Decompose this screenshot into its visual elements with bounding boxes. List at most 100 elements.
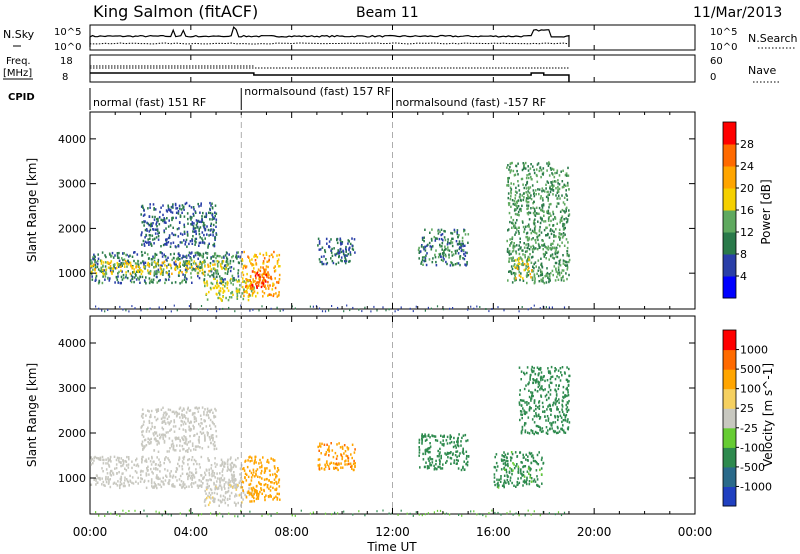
echo-cell [219, 255, 221, 258]
echo-cell [125, 464, 128, 467]
echo-cell [206, 252, 209, 255]
echo-cell [110, 469, 112, 473]
echo-cell [264, 498, 266, 502]
echo-cell [159, 266, 162, 269]
echo-cell [325, 451, 328, 454]
echo-cell [229, 480, 232, 483]
echo-cell [565, 184, 567, 187]
echo-cell [561, 269, 564, 272]
echo-cell [442, 435, 444, 438]
echo-cell [233, 474, 235, 477]
echo-cell [422, 263, 424, 266]
echo-cell [102, 480, 105, 484]
echo-cell [112, 256, 115, 259]
echo-cell [510, 205, 512, 208]
echo-cell [255, 272, 258, 275]
echo-cell [195, 232, 197, 236]
echo-cell [220, 487, 223, 490]
echo-cell [109, 277, 111, 280]
echo-cell [531, 248, 534, 251]
echo-cell [223, 483, 226, 486]
echo-cell [551, 188, 553, 191]
echo-cell [230, 465, 232, 468]
echo-cell [184, 415, 186, 418]
echo-cell [415, 305, 417, 308]
echo-cell [233, 476, 235, 479]
echo-cell [144, 228, 147, 232]
echo-cell [337, 512, 339, 515]
echo-cell [92, 256, 94, 259]
echo-cell [530, 256, 533, 259]
echo-cell [523, 263, 526, 266]
echo-cell [206, 496, 208, 500]
echo-cell [97, 253, 99, 256]
echo-cell [122, 484, 125, 488]
echo-cell [531, 391, 534, 394]
echo-cell [518, 214, 520, 217]
echo-cell [256, 271, 259, 275]
echo-cell [342, 249, 344, 252]
echo-cell [226, 264, 229, 267]
echo-cell [554, 180, 556, 183]
echo-cell [336, 466, 338, 470]
echo-cell [263, 257, 266, 260]
echo-cell [141, 457, 143, 461]
echo-cell [317, 237, 320, 240]
echo-cell [429, 462, 431, 465]
echo-cell [453, 461, 455, 465]
echo-cell [122, 462, 125, 465]
echo-cell [452, 253, 455, 256]
echo-cell [244, 460, 246, 463]
echo-cell [208, 290, 210, 294]
echo-cell [428, 459, 430, 462]
echo-cell [219, 494, 222, 497]
echo-cell [548, 384, 550, 387]
echo-cell [266, 260, 268, 263]
echo-cell [321, 246, 324, 249]
echo-cell [136, 262, 138, 265]
echo-cell [179, 406, 182, 409]
echo-cell [182, 457, 185, 461]
echo-cell [556, 275, 558, 279]
echo-cell [272, 284, 274, 288]
echo-cell [198, 422, 200, 426]
echo-cell [131, 255, 134, 258]
echo-cell [552, 210, 554, 214]
echo-cell [179, 265, 181, 268]
echo-cell [103, 269, 105, 272]
echo-cell [190, 263, 192, 266]
echo-cell [457, 467, 460, 470]
echo-cell [149, 272, 152, 275]
echo-cell [525, 184, 527, 187]
echo-cell [320, 467, 323, 470]
echo-cell [276, 496, 279, 500]
echo-cell [567, 418, 569, 421]
echo-cell [241, 277, 244, 280]
echo-cell [546, 274, 548, 277]
echo-cell [197, 265, 200, 268]
echo-cell [538, 401, 540, 404]
echo-cell [529, 253, 531, 256]
echo-cell [174, 475, 177, 479]
echo-cell [429, 445, 432, 448]
echo-cell [351, 443, 354, 446]
echo-cell [330, 257, 332, 260]
echo-cell [255, 263, 258, 266]
echo-cell [205, 413, 208, 417]
echo-cell [209, 487, 212, 491]
echo-cell [560, 216, 563, 220]
echo-cell [266, 484, 269, 487]
echo-cell [212, 244, 214, 247]
echo-cell [551, 427, 553, 430]
echo-cell [549, 370, 551, 373]
echo-cell [488, 310, 490, 313]
echo-cell [546, 180, 549, 183]
echo-cell [186, 408, 189, 411]
echo-cell [180, 413, 183, 416]
echo-cell [451, 237, 453, 240]
echo-cell [552, 404, 554, 407]
echo-cell [541, 270, 543, 274]
echo-cell [462, 244, 464, 248]
echo-cell [184, 261, 186, 264]
echo-cell [546, 267, 548, 270]
